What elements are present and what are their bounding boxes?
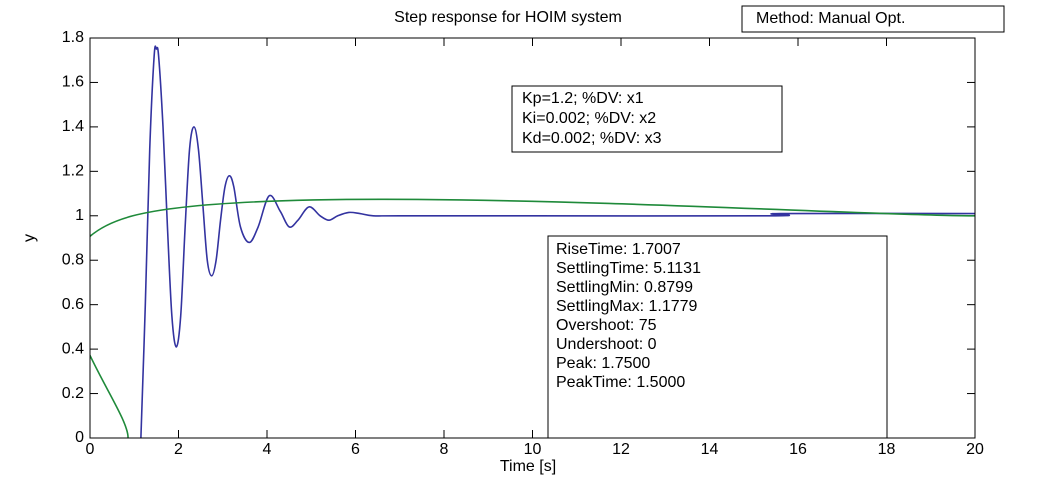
x-tick-label: 6 <box>351 441 360 458</box>
x-tick-label: 8 <box>440 441 449 458</box>
method-label: Method: Manual Opt. <box>756 10 905 27</box>
gains-box <box>511 85 783 153</box>
x-tick-label: 2 <box>174 441 183 458</box>
y-axis-label: y <box>21 234 38 242</box>
y-tick-label: 0 <box>75 429 84 446</box>
gains-text: Kp=1.2; %DV: x1 <box>522 90 644 107</box>
stats-text: Peak: 1.7500 <box>556 355 650 372</box>
stats-text: SettlingMin: 0.8799 <box>556 279 693 296</box>
y-tick-label: 0.6 <box>62 296 84 313</box>
stats-text: RiseTime: 1.7007 <box>556 241 681 258</box>
stats-text: Overshoot: 75 <box>556 317 657 334</box>
y-tick-label: 1.4 <box>62 118 84 135</box>
plot-frame <box>89 37 976 439</box>
stats-text: SettlingMax: 1.1779 <box>556 298 698 315</box>
y-tick-label: 1 <box>75 207 84 224</box>
series-line <box>90 198 975 438</box>
stats-text: PeakTime: 1.5000 <box>556 374 685 391</box>
x-tick-label: 4 <box>263 441 272 458</box>
stats-text: SettlingTime: 5.1131 <box>556 260 701 277</box>
stats-text: Undershoot: 0 <box>556 336 657 353</box>
x-tick-label: 20 <box>966 441 984 458</box>
y-tick-label: 1.2 <box>62 163 84 180</box>
x-axis-label: Time [s] <box>500 458 556 475</box>
x-tick-label: 14 <box>701 441 719 458</box>
x-tick-label: 12 <box>612 441 630 458</box>
x-tick-label: 0 <box>86 441 95 458</box>
gains-text: Ki=0.002; %DV: x2 <box>522 110 656 127</box>
x-tick-label: 18 <box>878 441 896 458</box>
x-tick-label: 10 <box>524 441 542 458</box>
y-tick-label: 0.2 <box>62 385 84 402</box>
y-tick-label: 0.8 <box>62 251 84 268</box>
y-tick-label: 0.4 <box>62 340 84 357</box>
x-tick-label: 16 <box>789 441 807 458</box>
y-tick-label: 1.6 <box>62 74 84 91</box>
method-box <box>741 5 1005 33</box>
stats-box <box>547 235 888 439</box>
series-line <box>140 45 975 438</box>
gains-text: Kd=0.002; %DV: x3 <box>522 130 662 147</box>
chart-title: Step response for HOIM system <box>394 9 622 26</box>
y-tick-label: 1.8 <box>62 29 84 46</box>
